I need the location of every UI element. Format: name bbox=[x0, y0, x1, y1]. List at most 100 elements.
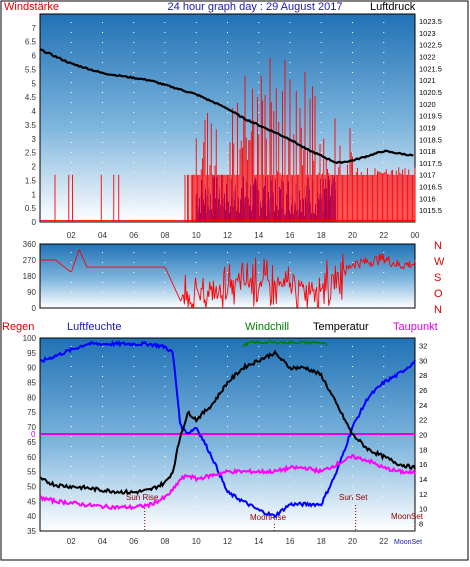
direction-line bbox=[40, 249, 416, 309]
grid-dot bbox=[164, 142, 166, 143]
grid-dot bbox=[383, 376, 385, 377]
grid-dot bbox=[352, 366, 353, 367]
grid-dot bbox=[258, 302, 260, 303]
grid-dot bbox=[164, 406, 166, 407]
grid-dot bbox=[383, 416, 385, 417]
grid-dot bbox=[320, 282, 322, 283]
temperature-legend: Temperatur bbox=[313, 321, 369, 333]
hour-tick-label-bottom: 18 bbox=[317, 537, 326, 546]
grid-dot bbox=[70, 506, 72, 507]
grid-dot bbox=[320, 486, 322, 487]
grid-dot bbox=[70, 416, 72, 417]
grid-dot bbox=[289, 406, 291, 407]
grid-dot bbox=[227, 122, 228, 123]
grid-dot bbox=[383, 172, 385, 173]
hour-tick-label: 00 bbox=[411, 231, 420, 240]
grid-dot bbox=[352, 102, 353, 103]
grid-dot bbox=[227, 62, 228, 63]
grid-dot bbox=[383, 132, 385, 133]
grid-dot bbox=[195, 22, 197, 23]
grid-dot bbox=[320, 292, 322, 293]
grid-dot bbox=[102, 262, 103, 263]
grid-dot bbox=[227, 32, 228, 33]
grid-dot bbox=[289, 446, 291, 447]
grid-dot bbox=[352, 142, 353, 143]
grid-dot bbox=[164, 486, 166, 487]
grid-dot bbox=[320, 406, 322, 407]
grid-dot bbox=[195, 496, 197, 497]
grid-dot bbox=[70, 396, 72, 397]
temperature-tick-label: 24 bbox=[419, 401, 427, 410]
grid-dot bbox=[320, 466, 322, 467]
grid-dot bbox=[258, 526, 260, 527]
grid-dot bbox=[164, 202, 166, 203]
grid-dot bbox=[164, 212, 166, 213]
grid-dot bbox=[227, 486, 228, 487]
grid-dot bbox=[227, 516, 228, 517]
temperature-tick-label: 30 bbox=[419, 356, 427, 365]
grid-dot bbox=[195, 376, 197, 377]
humidity-tick-label: 35 bbox=[27, 527, 36, 536]
grid-dot bbox=[133, 456, 135, 457]
grid-dot bbox=[133, 82, 135, 83]
grid-dot bbox=[320, 132, 322, 133]
hour-tick-label: 04 bbox=[98, 231, 107, 240]
grid-dot bbox=[164, 436, 166, 437]
grid-dot bbox=[258, 72, 260, 73]
grid-dot bbox=[70, 282, 72, 283]
grid-dot bbox=[133, 152, 135, 153]
grid-dot bbox=[164, 112, 166, 113]
grid-dot bbox=[70, 122, 72, 123]
grid-dot bbox=[102, 292, 103, 293]
grid-dot bbox=[70, 302, 72, 303]
grid-dot bbox=[133, 346, 135, 347]
grid-dot bbox=[102, 172, 103, 173]
grid-dot bbox=[383, 386, 385, 387]
grid-dot bbox=[258, 122, 260, 123]
grid-dot bbox=[70, 112, 72, 113]
grid-dot bbox=[133, 102, 135, 103]
grid-dot bbox=[70, 426, 72, 427]
grid-dot bbox=[258, 346, 260, 347]
grid-dot bbox=[320, 112, 322, 113]
grid-dot bbox=[133, 192, 135, 193]
grid-dot bbox=[320, 102, 322, 103]
grid-dot bbox=[70, 252, 72, 253]
grid-dot bbox=[164, 72, 166, 73]
grid-dot bbox=[352, 436, 353, 437]
grid-dot bbox=[383, 82, 385, 83]
grid-dot bbox=[289, 22, 291, 23]
humidity-legend: Luftfeuchte bbox=[67, 321, 121, 333]
grid-dot bbox=[383, 162, 385, 163]
grid-dot bbox=[164, 302, 166, 303]
grid-dot bbox=[289, 62, 291, 63]
grid-dot bbox=[320, 426, 322, 427]
grid-dot bbox=[195, 416, 197, 417]
grid-dot bbox=[227, 302, 228, 303]
humidity-tick-label: 70 bbox=[27, 423, 36, 432]
grid-dot bbox=[227, 252, 228, 253]
grid-dot bbox=[289, 516, 291, 517]
grid-dot bbox=[227, 102, 228, 103]
temperature-tick-label: 8 bbox=[419, 520, 423, 529]
hour-tick-label: 16 bbox=[286, 231, 295, 240]
grid-dot bbox=[164, 476, 166, 477]
grid-dot bbox=[320, 162, 322, 163]
grid-dot bbox=[352, 386, 353, 387]
pressure-tick-label: 1016 bbox=[419, 194, 436, 203]
grid-dot bbox=[164, 466, 166, 467]
temperature-tick-label: 12 bbox=[419, 490, 427, 499]
grid-dot bbox=[102, 112, 103, 113]
grid-dot bbox=[289, 32, 291, 33]
compass-s: S bbox=[434, 272, 441, 284]
grid-dot bbox=[320, 72, 322, 73]
grid-dot bbox=[227, 386, 228, 387]
grid-dot bbox=[227, 366, 228, 367]
grid-dot bbox=[320, 446, 322, 447]
direction-tick-label: 270 bbox=[23, 256, 37, 265]
humidity-tick-label: 95 bbox=[27, 349, 36, 358]
grid-dot bbox=[383, 496, 385, 497]
grid-dot bbox=[258, 506, 260, 507]
grid-dot bbox=[133, 386, 135, 387]
grid-dot bbox=[70, 192, 72, 193]
